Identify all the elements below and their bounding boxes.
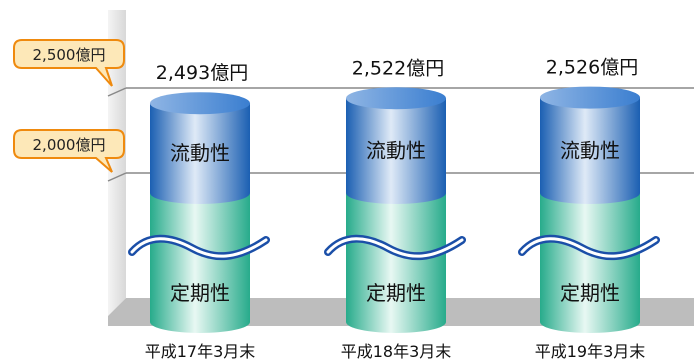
bar-segment-label-upper: 流動性 — [366, 139, 426, 163]
axis-break-wave-highlight — [520, 237, 658, 258]
bar-top-face — [150, 92, 250, 115]
bar-segment-upper — [150, 103, 250, 204]
category-tick-label: 平成17年3月末 — [145, 342, 256, 361]
axis-break-wave-highlight — [326, 237, 464, 258]
axis-break-wave-highlight — [130, 237, 268, 258]
bar-segment-upper — [346, 98, 446, 204]
chart-side-wall — [108, 10, 126, 316]
grid-tick-2500 — [107, 87, 127, 97]
bar-segment-lower — [540, 193, 640, 333]
bar-segment-lower — [150, 193, 250, 333]
bar-segment-lower — [346, 193, 446, 333]
axis-callout-label: 2,000億円 — [33, 136, 106, 154]
axis-callout-2000: 2,000億円 — [13, 129, 125, 173]
bar-segment-label-upper: 流動性 — [560, 138, 620, 162]
bar-segment-label-lower: 定期性 — [366, 281, 426, 305]
grid-tick-2000 — [107, 172, 127, 182]
bar-segment-upper — [540, 97, 640, 204]
bar-top-face — [540, 86, 640, 109]
bar-segment-label-lower: 定期性 — [170, 281, 230, 305]
bar-segment-label-upper: 流動性 — [170, 141, 230, 165]
category-tick-label: 平成18年3月末 — [341, 342, 452, 361]
category-tick-label: 平成19年3月末 — [535, 342, 646, 361]
bar-value-label: 2,526億円 — [546, 57, 638, 79]
bar-top-face — [346, 87, 446, 110]
bar-segment-label-lower: 定期性 — [560, 281, 620, 305]
bar-value-label: 2,493億円 — [156, 62, 248, 84]
bar-value-label: 2,522億円 — [352, 57, 444, 79]
axis-callout-2500: 2,500億円 — [13, 39, 125, 87]
axis-callout-label: 2,500億円 — [33, 46, 106, 64]
